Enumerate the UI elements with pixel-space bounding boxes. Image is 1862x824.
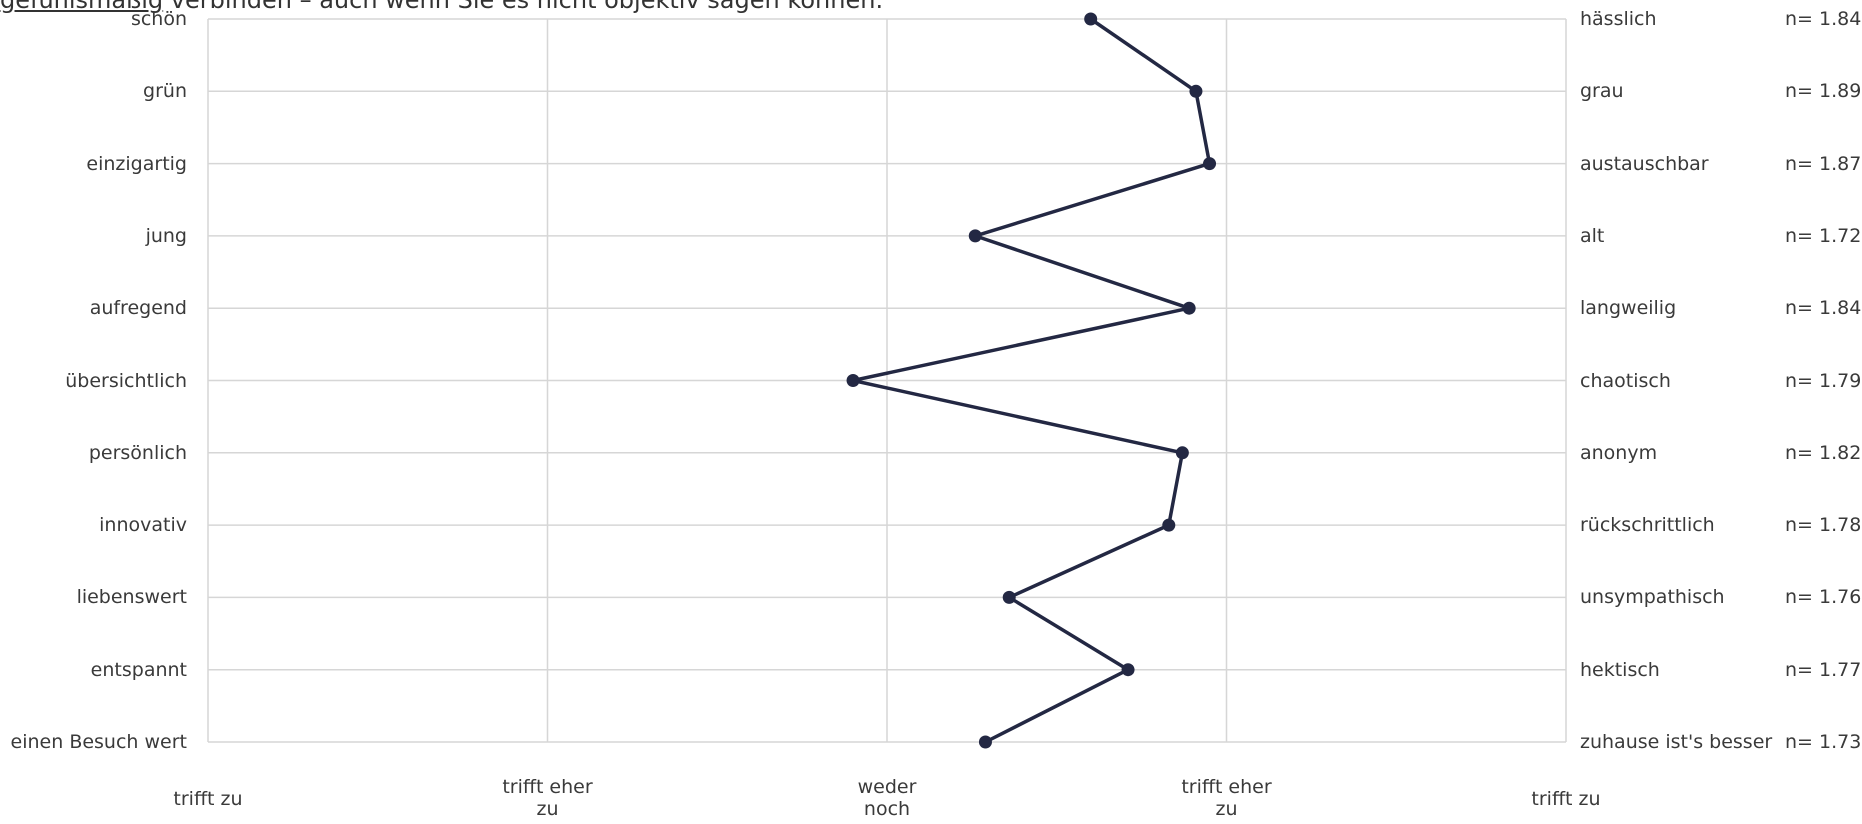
left-pole-label: einzigartig	[86, 153, 187, 175]
data-point	[1203, 157, 1216, 170]
scale-label: trifft eher zu	[493, 776, 603, 820]
right-pole-label: alt	[1580, 225, 1604, 247]
sample-size-label: n= 1.762	[1785, 586, 1862, 608]
sample-size-label: n= 1.892	[1785, 80, 1862, 102]
data-point	[847, 374, 860, 387]
scale-label: trifft zu	[1486, 788, 1646, 810]
sample-size-label: n= 1.738	[1785, 731, 1862, 753]
data-point	[969, 229, 982, 242]
sample-size-label: n= 1.729	[1785, 225, 1862, 247]
left-pole-label: schön	[131, 8, 187, 30]
right-pole-label: unsympathisch	[1580, 586, 1725, 608]
sample-size-label: n= 1.777	[1785, 659, 1862, 681]
left-pole-label: innovativ	[99, 514, 187, 536]
right-pole-label: rückschrittlich	[1580, 514, 1715, 536]
data-point	[1003, 591, 1016, 604]
left-pole-label: aufregend	[90, 297, 187, 319]
data-point	[1162, 519, 1175, 532]
data-point	[1122, 663, 1135, 676]
data-point	[979, 736, 992, 749]
data-point	[1176, 446, 1189, 459]
left-pole-label: liebenswert	[77, 586, 187, 608]
left-pole-label: einen Besuch wert	[11, 731, 187, 753]
right-pole-label: grau	[1580, 80, 1624, 102]
right-pole-label: chaotisch	[1580, 370, 1671, 392]
left-pole-label: jung	[146, 225, 187, 247]
right-pole-label: anonym	[1580, 442, 1657, 464]
scale-label: trifft eher zu	[1172, 776, 1282, 820]
sample-size-label: n= 1.847	[1785, 8, 1862, 30]
data-point	[1084, 13, 1097, 26]
left-pole-label: grün	[143, 80, 187, 102]
sample-size-label: n= 1.798	[1785, 370, 1862, 392]
scale-label: weder noch	[832, 776, 942, 820]
right-pole-label: austauschbar	[1580, 153, 1709, 175]
left-pole-label: entspannt	[91, 659, 187, 681]
sample-size-label: n= 1.824	[1785, 442, 1862, 464]
right-pole-label: hektisch	[1580, 659, 1660, 681]
data-point	[1189, 85, 1202, 98]
sample-size-label: n= 1.847	[1785, 297, 1862, 319]
right-pole-label: hässlich	[1580, 8, 1657, 30]
right-pole-label: zuhause ist's besser	[1580, 731, 1772, 753]
sample-size-label: n= 1.787	[1785, 514, 1862, 536]
scale-label: trifft zu	[128, 788, 288, 810]
data-point	[1183, 302, 1196, 315]
sample-size-label: n= 1.879	[1785, 153, 1862, 175]
right-pole-label: langweilig	[1580, 297, 1676, 319]
left-pole-label: persönlich	[89, 442, 187, 464]
left-pole-label: übersichtlich	[65, 370, 187, 392]
